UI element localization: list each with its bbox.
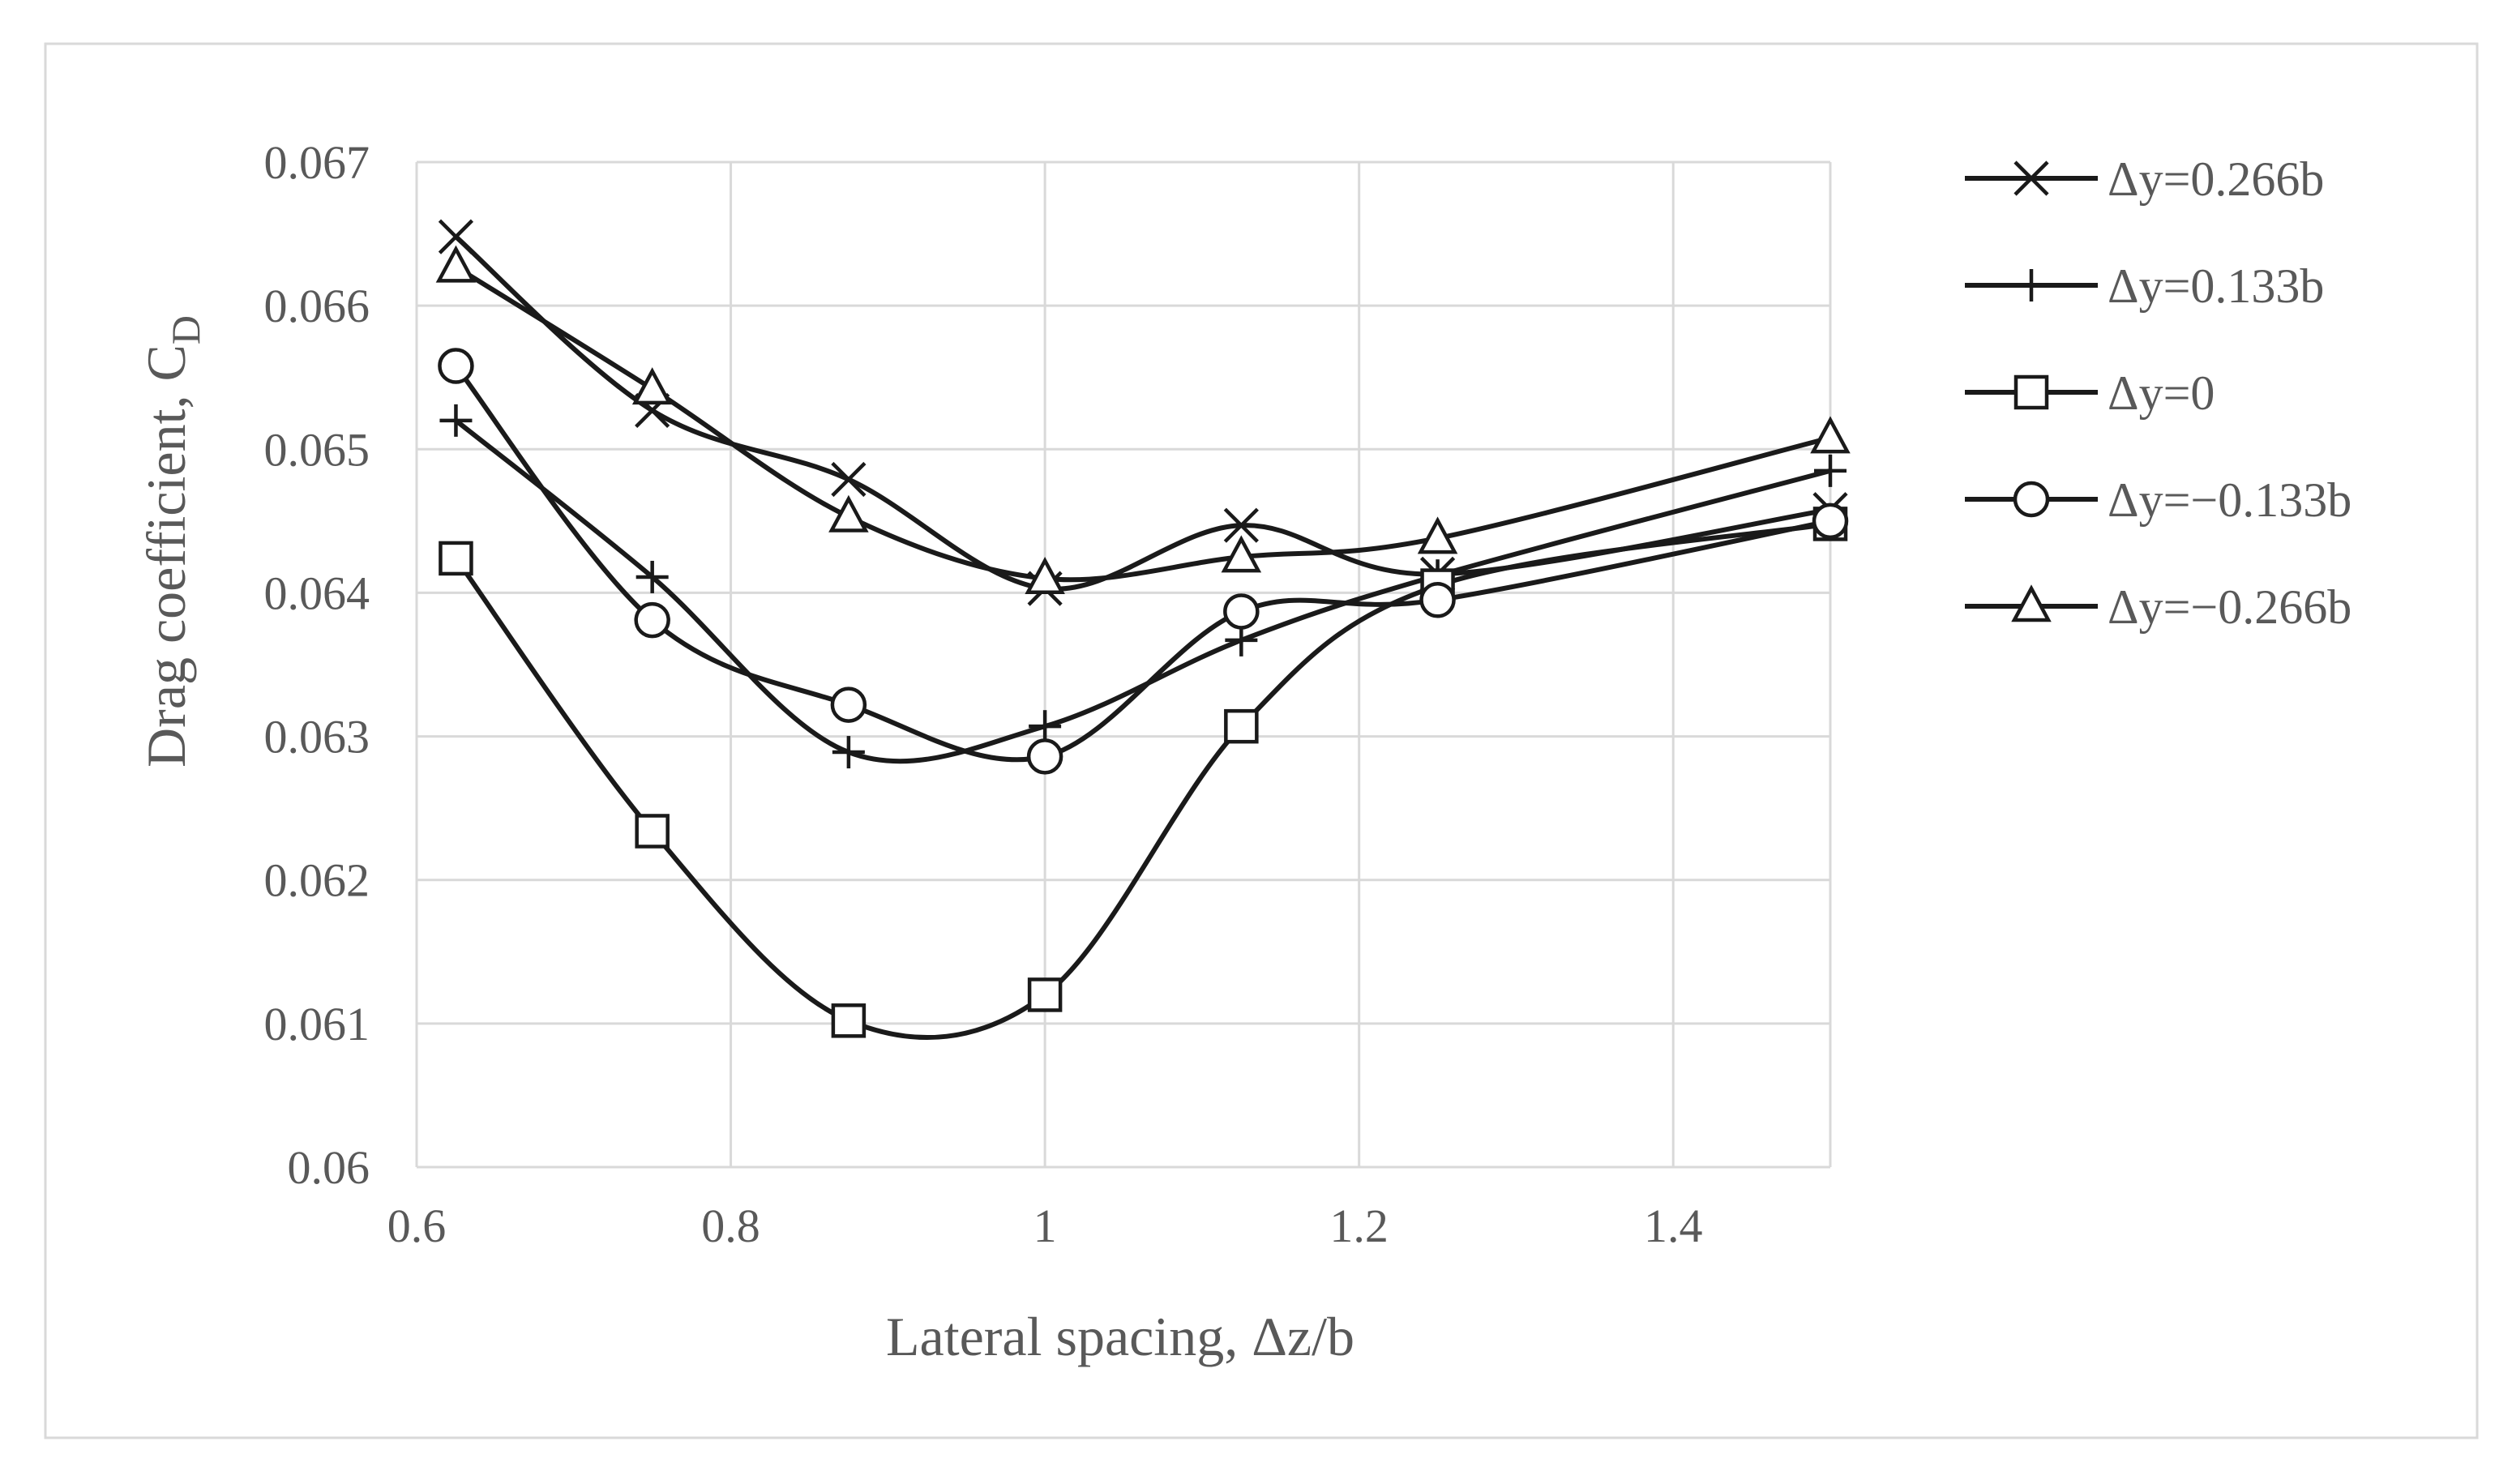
data-point-x [438,219,474,254]
legend-marker-circle [2013,481,2050,518]
y-tick-label: 0.064 [264,567,370,619]
data-point-plus [832,736,865,769]
data-point-x [831,461,867,498]
data-point-square [831,1003,867,1038]
data-point-circle [438,348,474,384]
y-tick-label: 0.065 [264,423,370,476]
y-tick-label: 0.063 [264,711,370,763]
x-tick-label: 0.8 [701,1200,760,1252]
data-point-square [439,541,473,576]
data-point-triangle [1810,416,1851,454]
legend-label: Δy=−0.133b [2108,473,2352,527]
legend-label: Δy=0.266b [2108,152,2324,206]
x-axis-title: Lateral spacing, Δz/b [886,1306,1354,1367]
legend-entry: Δy=−0.266b [1965,580,2352,634]
y-tick-label: 0.061 [264,998,370,1050]
data-point-circle [1026,738,1063,775]
data-point-square [635,814,670,849]
data-point-triangle [1025,556,1065,594]
legend-marker-x [2013,160,2049,196]
data-point-triangle [435,245,477,283]
legend-label: Δy=−0.266b [2108,580,2352,634]
data-point-circle [1419,582,1456,618]
legend-marker-plus [2015,269,2048,302]
data-point-square [1224,708,1259,744]
data-point-x [1223,507,1259,543]
legend-label: Δy=0.133b [2108,259,2324,313]
data-point-square [1027,977,1063,1012]
x-tick-label: 1.4 [1644,1200,1703,1252]
data-point-plus [1029,710,1062,743]
series-markers [435,219,1851,1038]
grid [415,160,1832,1169]
x-tick-label: 0.6 [387,1200,447,1252]
data-point-triangle [828,494,869,532]
data-point-circle [1812,503,1849,540]
data-point-circle [1223,593,1260,630]
data-point-triangle [631,367,673,405]
x-tick-label: 1 [1033,1200,1057,1252]
y-tick-label: 0.066 [264,280,370,332]
data-point-circle [634,601,670,639]
legend-entry: Δy=0.266b [1965,152,2324,206]
data-point-plus [635,560,669,593]
y-tick-label: 0.06 [288,1141,370,1194]
y-axis-title-main: Drag coefficient, C [135,344,197,768]
y-axis-title-subscript: D [163,315,208,344]
legend-entry: Δy=0 [1965,366,2215,420]
legend-label: Δy=0 [2108,366,2215,420]
legend-marker-square [2013,374,2049,410]
legend-marker-triangle [2011,584,2052,622]
data-point-triangle [1221,535,1262,573]
data-point-plus [1814,454,1847,487]
data-point-plus [439,404,473,437]
data-point-circle [830,686,867,723]
y-tick-label: 0.067 [264,136,370,189]
tick-labels: 0.06 0.061 0.062 0.063 0.064 0.065 0.066 0.067 0… [264,136,1703,1252]
legend-entry: Δy=−0.133b [1965,473,2352,527]
legend-entry: Δy=0.133b [1965,259,2324,313]
y-axis-title: Drag coefficient, CD [135,315,208,768]
legend: Δy=0.266b Δy=0.133b Δy=0 Δy=−0.133b Δy=−0.26… [1965,152,2352,634]
data-point-triangle [1417,516,1458,554]
x-tick-label: 1.2 [1329,1200,1389,1252]
y-tick-label: 0.062 [264,854,370,907]
